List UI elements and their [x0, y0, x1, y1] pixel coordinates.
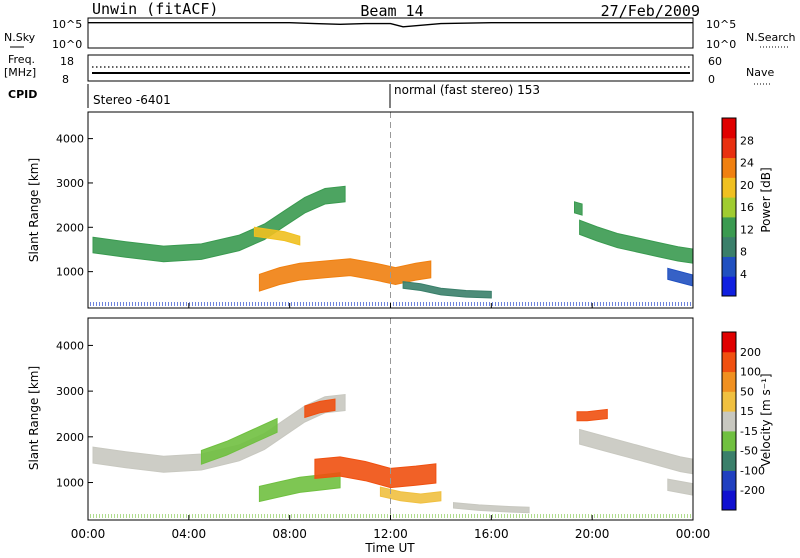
colorbar-swatch	[722, 177, 736, 198]
colorbar-tick-label: 50	[740, 385, 754, 398]
y-tick-label: 1000	[56, 477, 84, 490]
y-tick-label: 2000	[56, 221, 84, 234]
noise-left-label: N.Sky	[4, 31, 36, 44]
x-tick-label: 20:00	[575, 527, 610, 541]
colorbar-tick-label: -200	[740, 484, 765, 497]
noise-left-tick-top: 10^5	[52, 18, 82, 31]
colorbar-swatch	[722, 470, 736, 491]
y-tick-label: 1000	[56, 266, 84, 279]
colorbar-tick-label: 16	[740, 201, 754, 214]
colorbar-swatch	[722, 157, 736, 178]
colorbar-tick-label: -50	[740, 445, 758, 458]
colorbar-frame	[721, 331, 737, 511]
beam-title: Beam 14	[360, 2, 423, 20]
colorbar-swatch	[722, 450, 736, 471]
colorbar-swatch	[722, 137, 736, 159]
colorbar-swatch	[722, 411, 736, 432]
cpid-bar: CPID Stereo -6401 normal (fast stereo) 1…	[8, 83, 540, 108]
y-tick-label: 4000	[56, 133, 84, 146]
station-title: Unwin (fitACF)	[92, 0, 218, 18]
velocity-echo-region-4	[314, 456, 437, 489]
freq-label-line1: Freq.	[8, 53, 35, 66]
freq-label-line2: [MHz]	[4, 66, 36, 79]
cpid-label: CPID	[8, 88, 37, 101]
velocity-colorbar: 200 100 50 15 -15 -50 -100 -200	[721, 331, 765, 511]
colorbar-swatch	[722, 197, 736, 218]
cpid-segment-1: Stereo -6401	[93, 93, 171, 107]
power-colorbar-label: Power [dB]	[759, 167, 773, 232]
nave-tick-top: 60	[708, 55, 722, 68]
colorbar-tick-label: 12	[740, 223, 754, 236]
colorbar-tick-label: 24	[740, 157, 754, 170]
colorbar-tick-label: 100	[740, 366, 761, 379]
x-tick-label: 12:00	[373, 527, 408, 541]
cpid-segment-2: normal (fast stereo) 153	[394, 83, 540, 97]
noise-panel-frame	[87, 17, 694, 49]
velocity-echo-region-1	[200, 417, 278, 465]
velocity-echo-region-2	[304, 398, 336, 419]
noise-sky-trace	[88, 22, 693, 28]
velocity-echo-region-6	[453, 502, 530, 514]
frequency-panel-frame	[87, 54, 694, 82]
power-echo-region-2	[258, 258, 432, 292]
noise-left-tick-bottom: 10^0	[52, 38, 82, 51]
power-y-ticks: 4000 3000 2000 1000	[56, 133, 93, 279]
noise-right-label: N.Search	[746, 31, 796, 44]
colorbar-tick-label: 4	[740, 268, 747, 281]
x-tick-label: 08:00	[272, 527, 307, 541]
colorbar-tick-label: 28	[740, 134, 754, 147]
colorbar-tick-label: 200	[740, 346, 761, 359]
colorbar-swatch	[722, 216, 736, 238]
time-x-label: Time UT	[364, 541, 415, 554]
y-tick-label: 3000	[56, 177, 84, 190]
noise-right-tick-bottom: 10^0	[706, 38, 736, 51]
colorbar-tick-label: -15	[740, 425, 758, 438]
y-tick-label: 4000	[56, 339, 84, 352]
frequency-panel: Freq. [MHz] 18 8 60 0 Nave	[4, 53, 774, 86]
nave-tick-bottom: 0	[708, 73, 715, 86]
x-tick-label: 04:00	[172, 527, 207, 541]
y-tick-label: 3000	[56, 385, 84, 398]
x-tick-label: 16:00	[474, 527, 509, 541]
y-tick-label: 2000	[56, 431, 84, 444]
colorbar-frame	[721, 117, 737, 297]
x-tick-label: 00:00	[71, 527, 106, 541]
colorbar-swatch	[722, 351, 736, 373]
velocity-y-ticks: 4000 3000 2000 1000	[56, 339, 93, 490]
colorbar-tick-label: 15	[740, 405, 754, 418]
velocity-echo-region-5	[379, 486, 442, 504]
freq-tick-bottom: 8	[62, 73, 69, 86]
freq-tick-top: 18	[60, 55, 74, 68]
colorbar-swatch	[722, 332, 736, 353]
power-echo-region-3	[402, 281, 492, 299]
power-colorbar: 28 24 20 16 12 8 4	[721, 117, 754, 297]
colorbar-tick-label: 8	[740, 246, 747, 259]
velocity-y-label: Slant Range [km]	[27, 366, 41, 470]
colorbar-swatch	[722, 118, 736, 139]
colorbar-tick-label: -100	[740, 464, 765, 477]
nave-label: Nave	[746, 66, 774, 79]
time-x-ticks: 00:00 04:00 08:00 12:00 16:00 20:00 00:00	[71, 303, 711, 541]
colorbar-swatch	[722, 276, 736, 297]
noise-panel: N.Sky 10^5 10^0 10^5 10^0 N.Search	[4, 17, 796, 51]
colorbar-swatch	[722, 391, 736, 412]
colorbar-swatch	[722, 490, 736, 511]
power-echo-region-0	[92, 185, 346, 263]
colorbar-tick-label: 20	[740, 179, 754, 192]
x-tick-label: 00:00	[676, 527, 711, 541]
colorbar-swatch	[722, 256, 736, 277]
colorbar-swatch	[722, 430, 736, 452]
colorbar-swatch	[722, 236, 736, 257]
colorbar-swatch	[722, 371, 736, 392]
power-echo-region-1	[253, 226, 301, 246]
velocity-colorbar-label: Velocity [m s⁻¹]	[759, 373, 773, 466]
velocity-echo-region-8	[576, 408, 608, 422]
velocity-echo-region-3	[258, 472, 341, 503]
noise-right-tick-top: 10^5	[706, 18, 736, 31]
date-title: 27/Feb/2009	[601, 2, 700, 20]
power-y-label: Slant Range [km]	[27, 158, 41, 262]
power-echo-region-5	[574, 201, 583, 216]
velocity-panel: 4000 3000 2000 1000 Slant Range [km] 200 100…	[27, 317, 773, 521]
